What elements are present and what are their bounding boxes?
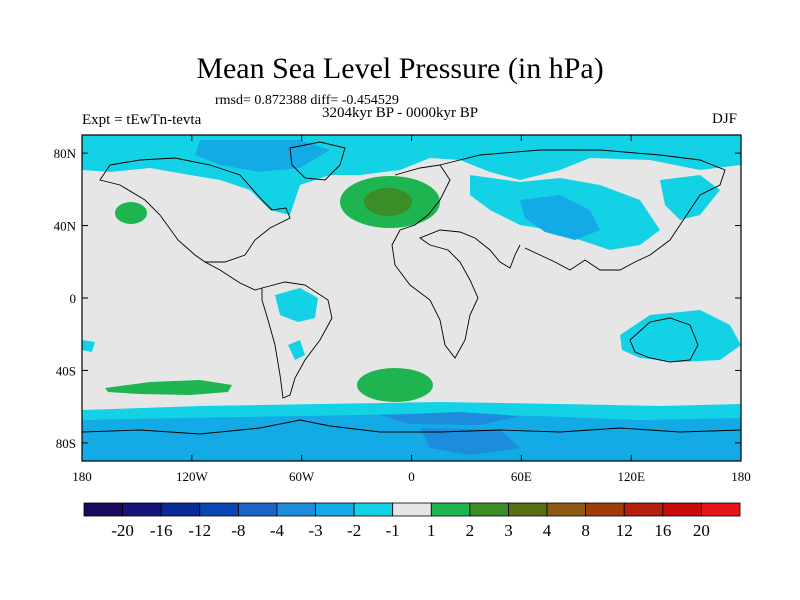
antarctic-strong-negative xyxy=(380,412,520,425)
antarctic-plateau-negative xyxy=(420,428,520,455)
europe-africa-coastline xyxy=(391,164,521,359)
x-tick-label: 120E xyxy=(617,469,645,484)
north-america-coastline xyxy=(99,157,291,263)
colorbar-label: 2 xyxy=(466,521,475,540)
colorbar-swatch xyxy=(83,502,123,517)
south-america-coastline xyxy=(261,281,333,399)
y-tick-label: 80N xyxy=(54,146,77,161)
south-america-negative-anomaly xyxy=(275,288,318,322)
colorbar-swatch xyxy=(585,502,625,517)
x-tick-label: 120W xyxy=(176,469,209,484)
y-tick-label: 40S xyxy=(56,363,76,378)
antarctic-negative-band xyxy=(82,414,741,461)
colorbar-label: -2 xyxy=(347,521,361,540)
south-pacific-positive-anomaly xyxy=(105,380,232,395)
colorbar-swatch xyxy=(315,502,355,517)
colorbar-swatch xyxy=(122,502,162,517)
experiment-label: Expt = tEwTn-tevta xyxy=(82,112,202,128)
rmsd-diff-stats: rmsd= 0.872388 diff= -0.454529 xyxy=(215,93,399,108)
colorbar-swatch xyxy=(237,502,278,517)
australia-coastline xyxy=(629,317,699,363)
colorbar-label: 4 xyxy=(543,521,552,540)
colorbar-label: 20 xyxy=(693,521,710,540)
australia-negative-anomaly xyxy=(620,310,741,362)
antarctica-coastline xyxy=(82,419,741,435)
colorbar-swatch xyxy=(199,502,239,517)
colorbar-swatch xyxy=(430,502,471,517)
x-tick-label: 180 xyxy=(731,469,751,484)
x-tick-label: 60W xyxy=(289,469,315,484)
colorbar-label: -20 xyxy=(111,521,134,540)
colorbar-swatch xyxy=(623,502,664,517)
colorbar-label: -8 xyxy=(231,521,245,540)
asia-coastline xyxy=(439,149,726,271)
map-field xyxy=(82,135,741,461)
north-atlantic-positive-core xyxy=(364,188,412,216)
east-asia-negative-anomaly xyxy=(660,175,720,220)
colorbar-swatch xyxy=(701,502,741,517)
colorbar-label: -1 xyxy=(386,521,400,540)
colorbar-swatch xyxy=(546,502,587,517)
colorbar-swatch xyxy=(353,502,394,517)
eurasia-core-negative xyxy=(520,195,600,240)
colorbar-label: -16 xyxy=(150,521,173,540)
colorbar-swatch xyxy=(508,502,548,517)
colorbar-swatch xyxy=(662,502,702,517)
colorbar-label: 8 xyxy=(581,521,590,540)
x-tick-label: 180 xyxy=(72,469,92,484)
season-label: DJF xyxy=(712,111,738,127)
greenland-negative-core xyxy=(195,140,330,172)
north-pacific-positive-anomaly xyxy=(115,202,147,224)
colorbar-label: 12 xyxy=(616,521,633,540)
y-tick-label: 0 xyxy=(70,291,77,306)
colorbar-label: 16 xyxy=(654,521,671,540)
colorbar-label: -3 xyxy=(308,521,322,540)
colorbar-swatch xyxy=(469,502,509,517)
colorbar-swatch xyxy=(160,502,201,517)
south-atlantic-positive-anomaly xyxy=(357,368,433,402)
colorbar-swatch xyxy=(276,502,316,517)
x-tick-label: 0 xyxy=(408,469,415,484)
colorbar-label: 1 xyxy=(427,521,436,540)
map-title: Mean Sea Level Pressure (in hPa) xyxy=(196,52,604,85)
y-tick-label: 40N xyxy=(54,219,77,234)
south-atlantic-negative-anomaly xyxy=(288,340,305,360)
greenland-coastline xyxy=(289,141,346,181)
x-axis: 180 120W 60W 0 60E 120E 180 xyxy=(72,135,751,484)
colorbar-swatch xyxy=(392,502,432,517)
y-axis: 80N 40N 0 40S 80S xyxy=(54,146,741,451)
colorbar: -20 -16 -12 -8 -4 -3 -2 -1 1 2 3 4 8 12 16 20 xyxy=(83,502,741,540)
coastlines xyxy=(82,141,741,435)
colorbar-label: 3 xyxy=(504,521,513,540)
west-pacific-negative-anomaly xyxy=(82,340,95,352)
x-tick-label: 60E xyxy=(511,469,532,484)
central-america-coastline xyxy=(204,261,263,291)
y-tick-label: 80S xyxy=(56,436,76,451)
colorbar-label: -4 xyxy=(270,521,285,540)
colorbar-label: -12 xyxy=(188,521,211,540)
time-period-label: 3204kyr BP - 0000kyr BP xyxy=(322,105,479,121)
